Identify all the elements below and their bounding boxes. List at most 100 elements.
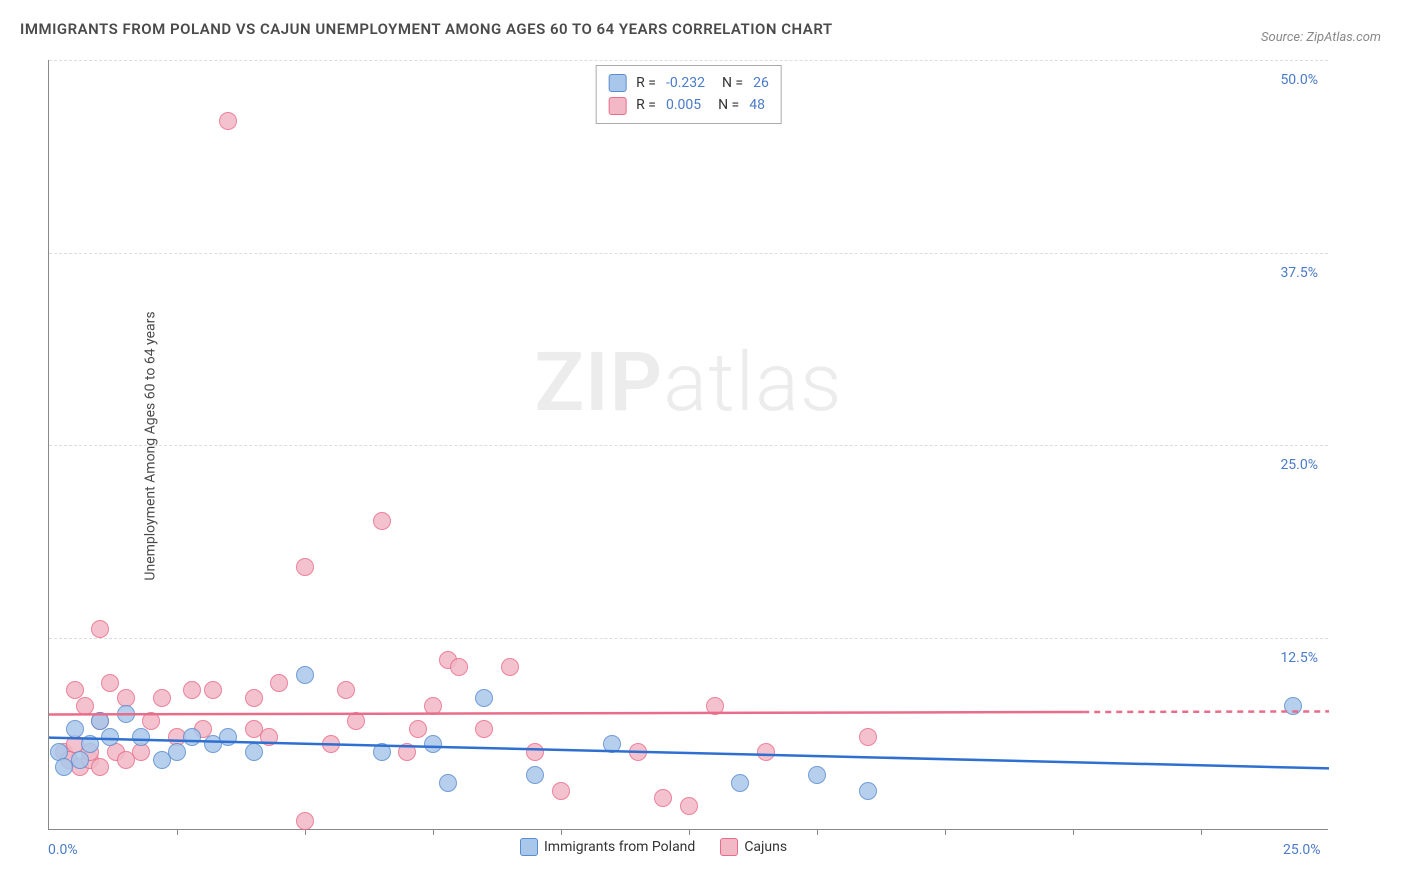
- x-tick-label: 25.0%: [1283, 842, 1321, 858]
- bottom-legend: Immigrants from Poland Cajuns: [520, 838, 787, 856]
- data-point-cajuns: [219, 112, 237, 130]
- data-point-poland: [132, 728, 150, 746]
- stat-n-poland: 26: [753, 72, 769, 94]
- plot-area: ZIPatlas R = -0.232 N = 26 R = 0.005 N =…: [48, 60, 1328, 830]
- legend-item-cajuns: Cajuns: [720, 838, 787, 856]
- data-point-poland: [66, 720, 84, 738]
- data-point-poland: [296, 666, 314, 684]
- data-point-cajuns: [260, 728, 278, 746]
- data-point-poland: [81, 735, 99, 753]
- data-point-poland: [168, 743, 186, 761]
- x-tick-mark: [433, 829, 434, 835]
- data-point-poland: [117, 705, 135, 723]
- y-tick-label: 37.5%: [1280, 265, 1318, 281]
- data-point-cajuns: [526, 743, 544, 761]
- data-point-cajuns: [680, 797, 698, 815]
- stat-r-label: R =: [636, 72, 656, 94]
- data-point-poland: [424, 735, 442, 753]
- data-point-cajuns: [337, 681, 355, 699]
- stats-row-cajuns: R = 0.005 N = 48: [608, 94, 769, 116]
- data-point-cajuns: [296, 812, 314, 830]
- data-point-cajuns: [450, 658, 468, 676]
- data-point-cajuns: [373, 512, 391, 530]
- data-point-poland: [731, 774, 749, 792]
- data-point-cajuns: [101, 674, 119, 692]
- watermark-light: atlas: [663, 335, 842, 431]
- data-point-cajuns: [398, 743, 416, 761]
- stat-r-poland: -0.232: [666, 72, 705, 94]
- grid-line: [49, 253, 1328, 254]
- stats-legend-box: R = -0.232 N = 26 R = 0.005 N = 48: [595, 65, 782, 124]
- data-point-cajuns: [501, 658, 519, 676]
- data-point-cajuns: [706, 697, 724, 715]
- data-point-cajuns: [629, 743, 647, 761]
- data-point-poland: [1284, 697, 1302, 715]
- x-tick-mark: [561, 829, 562, 835]
- data-point-cajuns: [347, 712, 365, 730]
- legend-swatch-poland: [520, 838, 538, 856]
- data-point-poland: [101, 728, 119, 746]
- data-point-poland: [859, 782, 877, 800]
- grid-line: [49, 445, 1328, 446]
- stat-n-label2: N =: [711, 94, 739, 116]
- data-point-poland: [183, 728, 201, 746]
- stat-n-label: N =: [715, 72, 743, 94]
- y-tick-label: 50.0%: [1280, 72, 1318, 88]
- legend-swatch-cajuns: [720, 838, 738, 856]
- grid-line: [49, 60, 1328, 61]
- grid-line: [49, 638, 1328, 639]
- watermark: ZIPatlas: [534, 335, 842, 431]
- data-point-cajuns: [757, 743, 775, 761]
- trend-line-cajuns: [49, 712, 1083, 714]
- data-point-poland: [808, 766, 826, 784]
- data-point-cajuns: [552, 782, 570, 800]
- swatch-poland: [608, 74, 626, 92]
- data-point-poland: [219, 728, 237, 746]
- x-tick-mark: [945, 829, 946, 835]
- data-point-cajuns: [183, 681, 201, 699]
- watermark-bold: ZIP: [534, 335, 663, 431]
- data-point-poland: [475, 689, 493, 707]
- data-point-cajuns: [409, 720, 427, 738]
- y-tick-label: 25.0%: [1280, 457, 1318, 473]
- data-point-cajuns: [654, 789, 672, 807]
- data-point-poland: [603, 735, 621, 753]
- trend-line-poland: [49, 738, 1329, 769]
- x-tick-mark: [1073, 829, 1074, 835]
- data-point-cajuns: [204, 681, 222, 699]
- data-point-cajuns: [245, 689, 263, 707]
- data-point-poland: [245, 743, 263, 761]
- stats-row-poland: R = -0.232 N = 26: [608, 72, 769, 94]
- data-point-cajuns: [142, 712, 160, 730]
- data-point-cajuns: [475, 720, 493, 738]
- swatch-cajuns: [608, 97, 626, 115]
- legend-item-poland: Immigrants from Poland: [520, 838, 695, 856]
- data-point-poland: [71, 751, 89, 769]
- stat-r-label2: R =: [636, 94, 656, 116]
- data-point-cajuns: [91, 758, 109, 776]
- data-point-poland: [439, 774, 457, 792]
- data-point-cajuns: [296, 558, 314, 576]
- x-tick-mark: [177, 829, 178, 835]
- x-tick-mark: [817, 829, 818, 835]
- data-point-poland: [526, 766, 544, 784]
- data-point-cajuns: [424, 697, 442, 715]
- data-point-cajuns: [270, 674, 288, 692]
- legend-label-poland: Immigrants from Poland: [544, 839, 695, 855]
- stat-r-cajuns: 0.005: [666, 94, 701, 116]
- data-point-cajuns: [132, 743, 150, 761]
- x-tick-label: 0.0%: [48, 842, 78, 858]
- stat-n-cajuns: 48: [749, 94, 765, 116]
- data-point-poland: [373, 743, 391, 761]
- legend-label-cajuns: Cajuns: [744, 839, 787, 855]
- data-point-cajuns: [322, 735, 340, 753]
- data-point-cajuns: [91, 620, 109, 638]
- source-attribution: Source: ZipAtlas.com: [1261, 30, 1381, 45]
- data-point-cajuns: [859, 728, 877, 746]
- data-point-cajuns: [153, 689, 171, 707]
- chart-title: IMMIGRANTS FROM POLAND VS CAJUN UNEMPLOY…: [20, 20, 833, 38]
- data-point-cajuns: [76, 697, 94, 715]
- x-tick-mark: [1201, 829, 1202, 835]
- y-tick-label: 12.5%: [1280, 650, 1318, 666]
- chart-container: IMMIGRANTS FROM POLAND VS CAJUN UNEMPLOY…: [0, 0, 1406, 892]
